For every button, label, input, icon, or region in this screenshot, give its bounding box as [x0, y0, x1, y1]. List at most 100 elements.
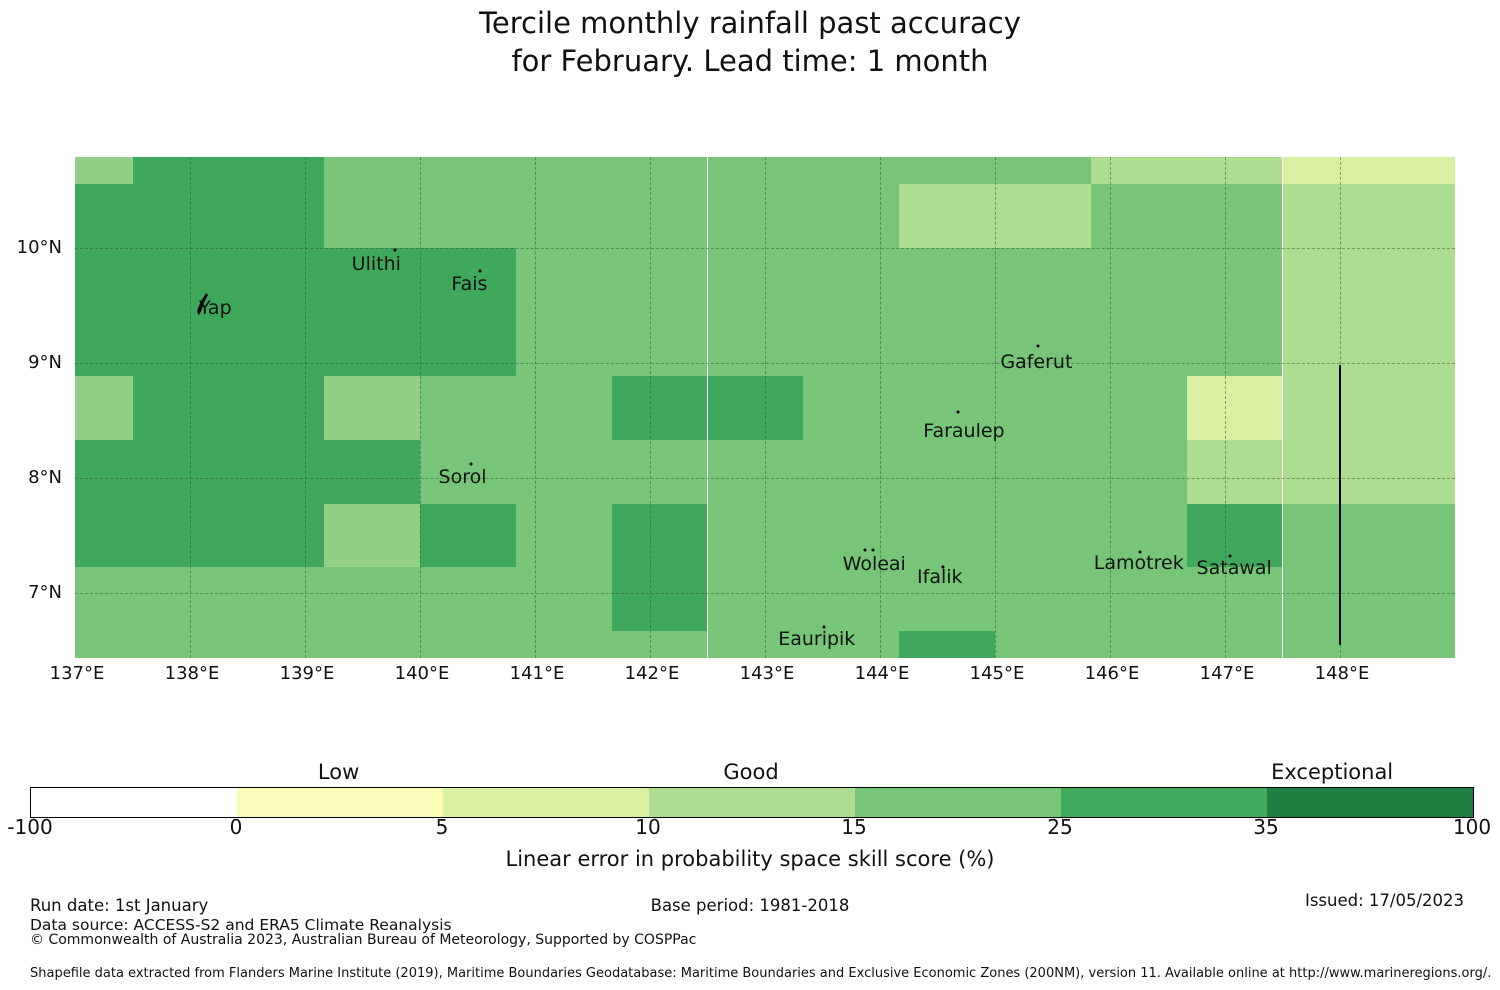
grid-cell — [1378, 247, 1455, 312]
grid-cell — [324, 184, 420, 248]
grid-cell — [611, 247, 708, 312]
grid-cell — [420, 631, 516, 658]
grid-cell — [611, 375, 708, 440]
grid-cell — [515, 247, 612, 312]
island-label-fais: Fais — [451, 272, 488, 295]
grid-cell — [899, 567, 995, 632]
grid-cell — [132, 157, 229, 185]
grid-cell — [75, 439, 133, 504]
grid-cell — [803, 503, 900, 568]
grid-cell — [1090, 375, 1187, 440]
grid-cell — [1186, 439, 1283, 504]
gridline — [190, 157, 191, 658]
grid-cell — [324, 631, 420, 658]
eez-boundary-line — [1339, 365, 1341, 645]
grid-cell — [899, 439, 995, 504]
grid-cell — [1186, 567, 1283, 632]
grid-cell — [132, 247, 229, 312]
grid-cell — [1378, 311, 1455, 376]
grid-cell — [1186, 247, 1283, 312]
colorbar-tick-label: -100 — [7, 815, 53, 839]
island-dot — [941, 565, 945, 569]
gridline — [1225, 157, 1226, 658]
grid-cell — [995, 503, 1091, 568]
island-dot — [822, 625, 826, 629]
island-dot — [956, 410, 960, 414]
grid-cell — [75, 631, 133, 658]
y-tick-label: 9°N — [28, 352, 62, 373]
grid-cell — [75, 375, 133, 440]
island-label-eauripik: Eauripik — [778, 627, 856, 650]
grid-cell — [995, 631, 1091, 658]
grid-cell — [707, 311, 804, 376]
grid-cell — [803, 567, 900, 632]
grid-cell — [803, 247, 900, 312]
grid-cell — [611, 503, 708, 568]
grid-cell — [1282, 503, 1379, 568]
x-tick-label: 143°E — [739, 663, 795, 684]
shapefile-note-text: Shapefile data extracted from Flanders M… — [30, 966, 1492, 981]
grid-cell — [324, 439, 420, 504]
grid-cell — [899, 503, 995, 568]
grid-cell — [1090, 311, 1187, 376]
grid-cell — [420, 375, 516, 440]
run-date-text: Run date: 1st January — [30, 896, 209, 915]
gridline — [995, 157, 996, 658]
grid-cell — [1378, 503, 1455, 568]
colorbar-zone-label: Exceptional — [1271, 760, 1394, 784]
grid-cell — [899, 247, 995, 312]
island-label-ifalik: Ifalik — [917, 565, 963, 588]
grid-cell — [515, 631, 612, 658]
grid-cell — [1282, 184, 1379, 248]
grid-cell — [515, 184, 612, 248]
grid-cell — [132, 631, 229, 658]
grid-cell — [1186, 311, 1283, 376]
grid-cell — [707, 184, 804, 248]
grid-cell — [324, 503, 420, 568]
grid-cell — [1378, 184, 1455, 248]
grid-cell — [1186, 375, 1283, 440]
grid-cell — [132, 311, 229, 376]
colorbar-segment — [649, 788, 855, 817]
grid-cell — [899, 631, 995, 658]
grid-cell — [611, 184, 708, 248]
grid-cell — [707, 439, 804, 504]
map-panel: Yap Ulithi Fais Sorol Gaferut Faraulep Woleai I… — [75, 157, 1455, 658]
grid-cell — [420, 184, 516, 248]
x-tick-label: 140°E — [394, 663, 450, 684]
grid-cell — [75, 247, 133, 312]
x-tick-label: 144°E — [854, 663, 910, 684]
grid-cell — [995, 184, 1091, 248]
y-tick-label: 7°N — [28, 582, 62, 603]
island-dot — [469, 462, 473, 466]
colorbar-segment — [31, 788, 237, 817]
island-label-yap: Yap — [198, 296, 232, 319]
colorbar-tick-label: 100 — [1452, 815, 1492, 839]
grid-cell — [707, 631, 804, 658]
grid-cell — [707, 375, 804, 440]
grid-cell — [1090, 184, 1187, 248]
grid-cell — [611, 311, 708, 376]
grid-cell — [228, 375, 325, 440]
island-label-gaferut: Gaferut — [1000, 350, 1073, 373]
grid-cell — [1282, 631, 1379, 658]
grid-cell — [995, 311, 1091, 376]
grid-cell — [1186, 184, 1283, 248]
colorbar-caption: Linear error in probability space skill … — [505, 847, 995, 871]
grid-cell — [1282, 247, 1379, 312]
grid-cell — [515, 157, 612, 185]
grid-cell — [1090, 567, 1187, 632]
chart-title: Tercile monthly rainfall past accuracy f… — [0, 4, 1500, 80]
x-tick-label: 148°E — [1314, 663, 1370, 684]
grid-cell — [228, 311, 325, 376]
grid-cell — [803, 311, 900, 376]
grid-cell — [324, 567, 420, 632]
grid-cell — [803, 157, 900, 185]
grid-cell — [1186, 503, 1283, 568]
x-tick-label: 146°E — [1084, 663, 1140, 684]
yap-island-shape — [197, 292, 209, 315]
grid-cell — [132, 184, 229, 248]
grid-cell — [707, 157, 804, 185]
grid-cell — [611, 567, 708, 632]
